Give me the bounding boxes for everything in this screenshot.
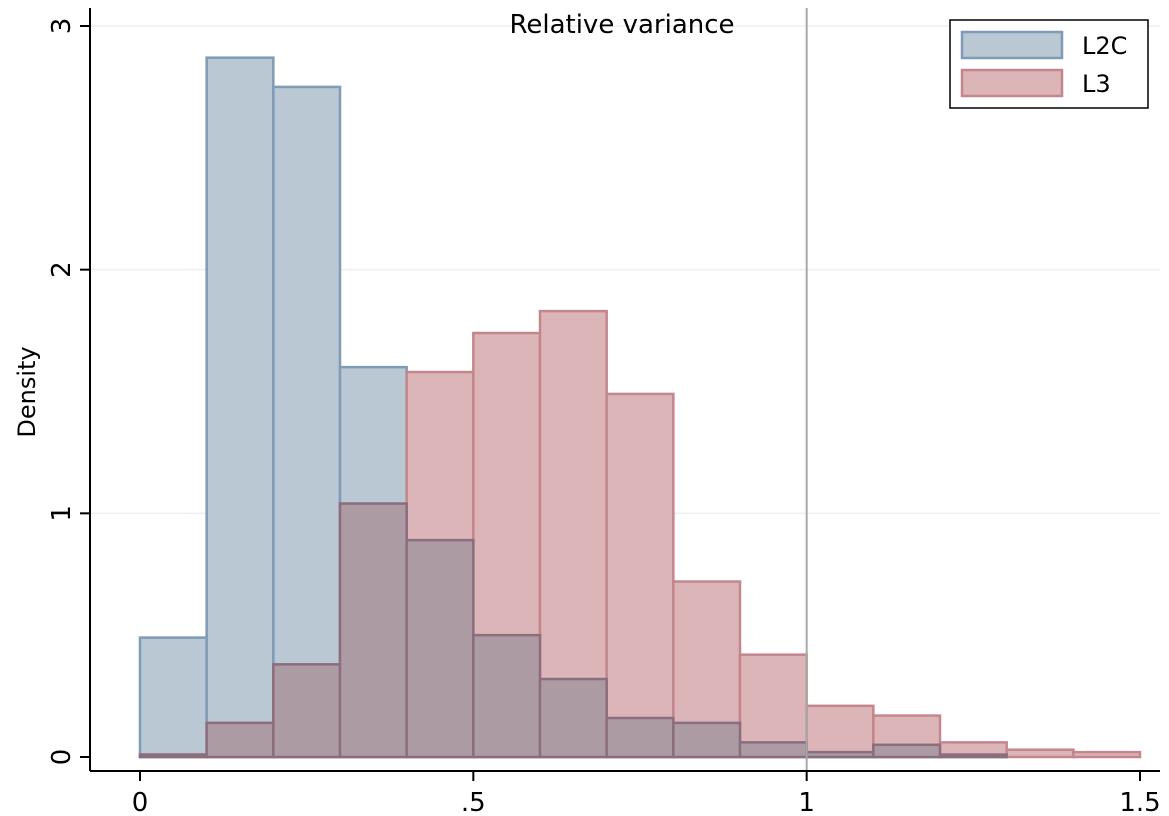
bar-overlap (138, 753, 208, 759)
legend-label-l3: L3 (1082, 70, 1111, 98)
legend-swatch-l2c (960, 30, 1064, 60)
legend-swatch-l3 (960, 68, 1064, 98)
bar-overlap (205, 721, 275, 759)
axes (89, 8, 1160, 772)
y-tick-label: 0 (47, 749, 77, 766)
bar-overlap (405, 538, 475, 759)
bar-l3 (1005, 748, 1075, 759)
bar-overlap (272, 663, 342, 759)
bar-overlap (738, 741, 808, 759)
bar-l3 (805, 704, 875, 759)
bar-l2c (272, 85, 342, 759)
chart-title: Relative variance (509, 10, 734, 40)
overlap-bars (138, 502, 1008, 759)
bar-overlap (938, 753, 1008, 759)
bar-overlap (538, 677, 608, 759)
y-tick-label: 3 (47, 18, 77, 35)
bar-overlap (672, 721, 742, 759)
y-axis-title: Density (13, 346, 41, 437)
bar-overlap (338, 502, 408, 759)
x-tick-label: 1.5 (1119, 788, 1160, 816)
bar-l3 (605, 392, 675, 759)
bar-l3 (1072, 750, 1142, 759)
bar-overlap (472, 633, 542, 759)
x-tick-label: 0 (132, 788, 149, 816)
bar-overlap (605, 716, 675, 759)
bar-l2c (205, 56, 275, 759)
tick-labels: 0 .5 1 1.5 0 1 2 3 (47, 18, 1161, 816)
bar-overlap (872, 743, 942, 759)
legend: L2C L3 (949, 19, 1149, 109)
y-tick-label: 1 (47, 505, 77, 522)
x-tick-label: 1 (798, 788, 815, 816)
bar-l2c (138, 636, 208, 759)
legend-label-l2c: L2C (1082, 32, 1127, 60)
y-tick-label: 2 (47, 261, 77, 278)
bar-overlap (805, 750, 875, 759)
x-tick-label: .5 (461, 788, 486, 816)
